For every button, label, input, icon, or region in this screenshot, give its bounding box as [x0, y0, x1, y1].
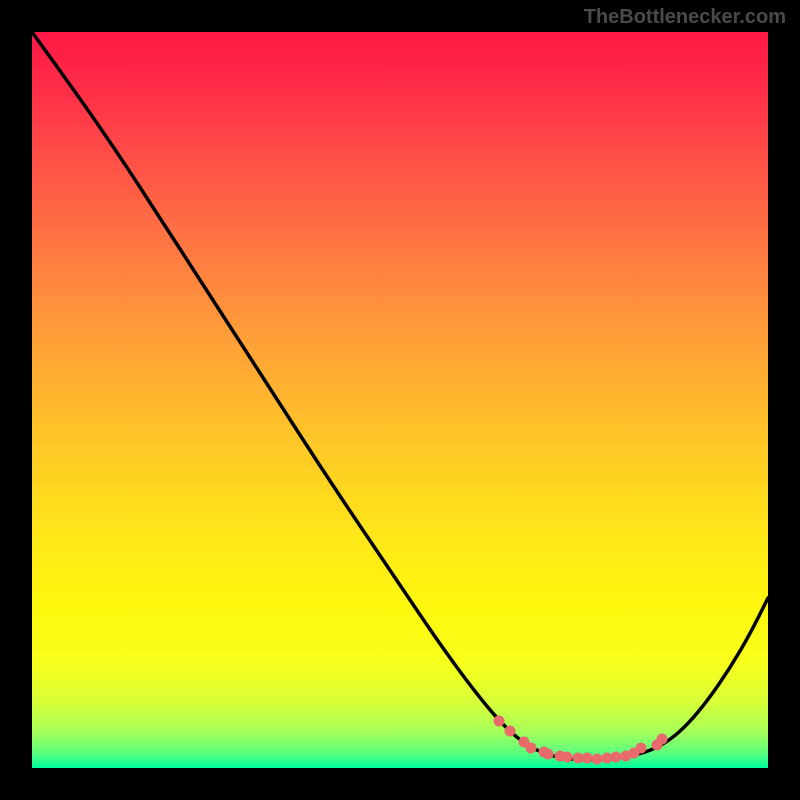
marker-dot: [526, 743, 537, 754]
curve-layer: [32, 32, 768, 768]
bottleneck-curve: [32, 32, 768, 760]
marker-dot: [582, 753, 593, 764]
optimal-zone-markers: [494, 716, 668, 765]
plot-area: [32, 32, 768, 768]
watermark-text: TheBottlenecker.com: [584, 6, 786, 29]
marker-dot: [562, 752, 573, 763]
marker-dot: [611, 752, 622, 763]
marker-dot: [636, 743, 647, 754]
marker-dot: [592, 754, 603, 765]
marker-dot: [657, 734, 668, 745]
marker-dot: [543, 749, 554, 760]
marker-dot: [494, 716, 505, 727]
marker-dot: [505, 726, 516, 737]
